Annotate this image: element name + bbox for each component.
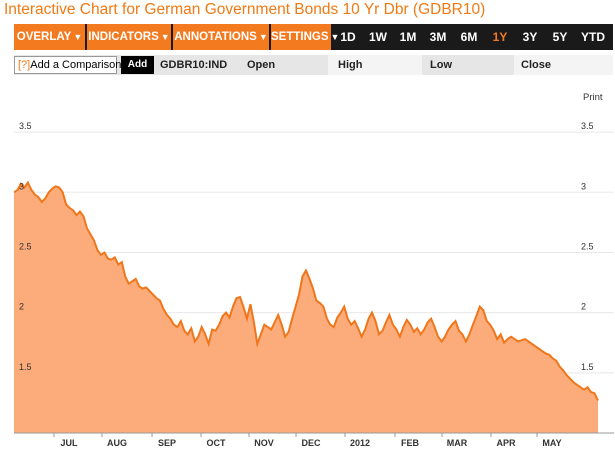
chart-toolbar: OVERLAY ▼ INDICATORS ▼ ANNOTATIONS ▼ SETTIN… [14,24,613,50]
x-tick-label: 2012 [350,438,370,448]
chevron-down-icon: ▼ [73,32,83,42]
range-1y[interactable]: 1Y [492,30,508,44]
quote-info-bar: [?]Add a Comparison Add GDBR10:IND Open … [14,55,613,75]
x-axis-labels: JUL AUG SEP OCT NOV DEC 2012 FEB MAR APR MAY [53,433,562,448]
range-5y[interactable]: 5Y [552,30,568,44]
range-3m[interactable]: 3M [429,30,447,44]
x-tick-label: SEP [158,438,176,448]
y-tick-label: 2 [581,302,586,312]
y-tick-label: 1.5 [581,362,594,372]
chevron-down-icon: ▼ [160,32,170,42]
print-link[interactable]: Print [583,92,603,103]
add-comparison-button[interactable]: Add [121,56,154,74]
open-label: Open [247,59,276,71]
range-ytd[interactable]: YTD [581,30,605,44]
x-tick-label: OCT [207,438,227,448]
range-1d[interactable]: 1D [340,30,356,44]
chevron-down-icon: ▼ [258,32,268,42]
x-tick-label: MAY [542,438,561,448]
y-tick-label: 2.5 [581,241,594,251]
x-tick-label: JUL [60,438,78,448]
x-tick-label: FEB [401,438,420,448]
yield-chart: 1.5 1.5 2 2 2.5 2.5 3 3 3.5 3.5 JUL AUG SEP OCT NOV DE… [14,80,614,452]
x-tick-label: MAR [447,438,468,448]
low-label: Low [430,59,452,71]
overlay-menu[interactable]: OVERLAY ▼ [14,24,85,50]
y-tick-label: 2.5 [19,241,32,251]
help-icon[interactable]: [?] [18,59,31,71]
range-6m[interactable]: 6M [460,30,478,44]
comparison-placeholder: Add a Comparison [30,59,122,71]
x-tick-label: APR [496,438,516,448]
comparison-input[interactable]: [?]Add a Comparison [14,56,121,74]
yield-area [14,182,598,433]
indicators-menu[interactable]: INDICATORS ▼ [87,24,171,50]
range-3y[interactable]: 3Y [522,30,538,44]
overlay-menu-label: OVERLAY [16,31,72,43]
annotations-menu[interactable]: ANNOTATIONS ▼ [173,24,269,50]
range-1m[interactable]: 1M [399,30,417,44]
settings-menu-label: SETTINGS [271,31,329,43]
yield-line [14,180,599,401]
x-tick-label: AUG [107,438,127,448]
close-label: Close [521,59,551,71]
x-tick-label: DEC [301,438,321,448]
indicators-menu-label: INDICATORS [88,31,159,43]
range-1w[interactable]: 1W [369,30,387,44]
x-tick-label: NOV [254,438,274,448]
y-tick-label: 1.5 [19,362,32,372]
y-tick-label: 3.5 [19,121,32,131]
y-tick-label: 3.5 [581,121,594,131]
high-cell-bg [328,55,422,75]
y-tick-label: 3 [581,181,586,191]
chevron-down-icon: ▼ [330,32,340,42]
y-tick-label: 2 [19,302,24,312]
close-cell-bg [514,55,613,75]
annotations-menu-label: ANNOTATIONS [174,31,257,43]
ticker-label: GDBR10:IND [160,59,228,71]
settings-menu[interactable]: SETTINGS ▼ [271,24,339,50]
y-tick-label: 3 [19,181,24,191]
high-label: High [338,59,363,71]
page-title: Interactive Chart for German Government … [4,1,486,18]
y-axis-labels: 1.5 1.5 2 2 2.5 2.5 3 3 3.5 3.5 [19,121,594,372]
